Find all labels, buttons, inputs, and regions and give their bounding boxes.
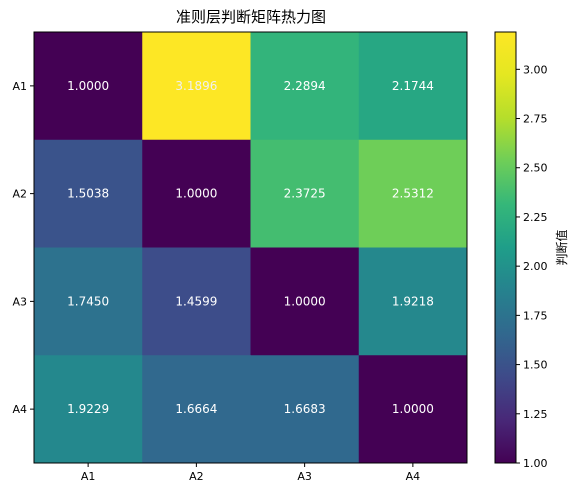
heatmap-cell (34, 355, 143, 464)
cell-value-label: 3.1896 (175, 79, 217, 93)
cell-value-label: 2.3725 (284, 187, 326, 201)
cell-value-label: 2.2894 (284, 79, 326, 93)
cell-value-label: 1.7450 (67, 294, 109, 308)
cell-value-label: 1.6683 (284, 402, 326, 416)
x-axis: A1 A2 A3 A4 (81, 463, 420, 483)
colorbar-label: 判断值 (554, 229, 569, 265)
heatmap-cell (34, 139, 143, 248)
colorbar-tick-label: 1.25 (523, 408, 548, 421)
heatmap-cell (250, 247, 360, 356)
heatmap-cell (358, 355, 468, 464)
x-tick-label: A4 (406, 470, 421, 483)
cell-value-label: 1.9218 (392, 294, 434, 308)
cell-value-label: 1.9229 (67, 402, 109, 416)
cell-value-label: 1.0000 (175, 187, 217, 201)
colorbar-tick-label: 2.75 (523, 113, 548, 126)
heatmap-cell (142, 247, 251, 356)
colorbar-tick-label: 2.25 (523, 211, 548, 224)
heatmap-cell (358, 247, 468, 356)
heatmap-cell (142, 355, 251, 464)
y-tick-label: A1 (12, 80, 27, 93)
y-tick-label: A4 (12, 403, 27, 416)
x-tick-label: A3 (297, 470, 312, 483)
cell-value-label: 1.0000 (284, 294, 326, 308)
x-tick-label: A1 (81, 470, 96, 483)
colorbar-tick-label: 1.75 (523, 309, 548, 322)
cell-value-label: 1.6664 (175, 402, 217, 416)
colorbar-tick-label: 2.50 (523, 162, 548, 175)
heatmap-cell (142, 32, 251, 141)
colorbar-gradient (494, 31, 517, 464)
heatmap-cell (250, 355, 360, 464)
x-tick-label: A2 (189, 470, 204, 483)
cell-value-label: 1.0000 (392, 402, 434, 416)
chart-title: 准则层判断矩阵热力图 (176, 8, 326, 26)
heatmap-cell (34, 247, 143, 356)
y-tick-label: A2 (12, 188, 27, 201)
cell-value-label: 1.4599 (175, 294, 217, 308)
colorbar-tick-label: 1.50 (523, 359, 548, 372)
heatmap-cell (250, 139, 360, 248)
y-axis: A1 A2 A3 A4 (12, 80, 34, 416)
y-tick-label: A3 (12, 295, 27, 308)
cell-value-label: 2.5312 (392, 187, 434, 201)
plot-frame (33, 31, 468, 464)
heatmap-cell (250, 32, 360, 141)
cell-value-label: 1.0000 (67, 79, 109, 93)
heatmap-cell (358, 32, 468, 141)
heatmap-cell (142, 139, 251, 248)
colorbar-tick-label: 1.00 (523, 457, 548, 470)
cell-value-label: 2.1744 (392, 79, 434, 93)
colorbar: 1.00 1.25 1.50 1.75 2.00 2.25 2.50 2.75 3.00 (494, 31, 548, 470)
heatmap-cell (358, 139, 468, 248)
heatmap-cells: 1.0000 3.1896 2.2894 2.1744 1.5038 1.0000 2.37… (33, 31, 468, 464)
colorbar-tick-label: 3.00 (523, 63, 548, 76)
cell-value-label: 1.5038 (67, 187, 109, 201)
colorbar-tick-label: 2.00 (523, 260, 548, 273)
heatmap-cell (34, 32, 143, 141)
